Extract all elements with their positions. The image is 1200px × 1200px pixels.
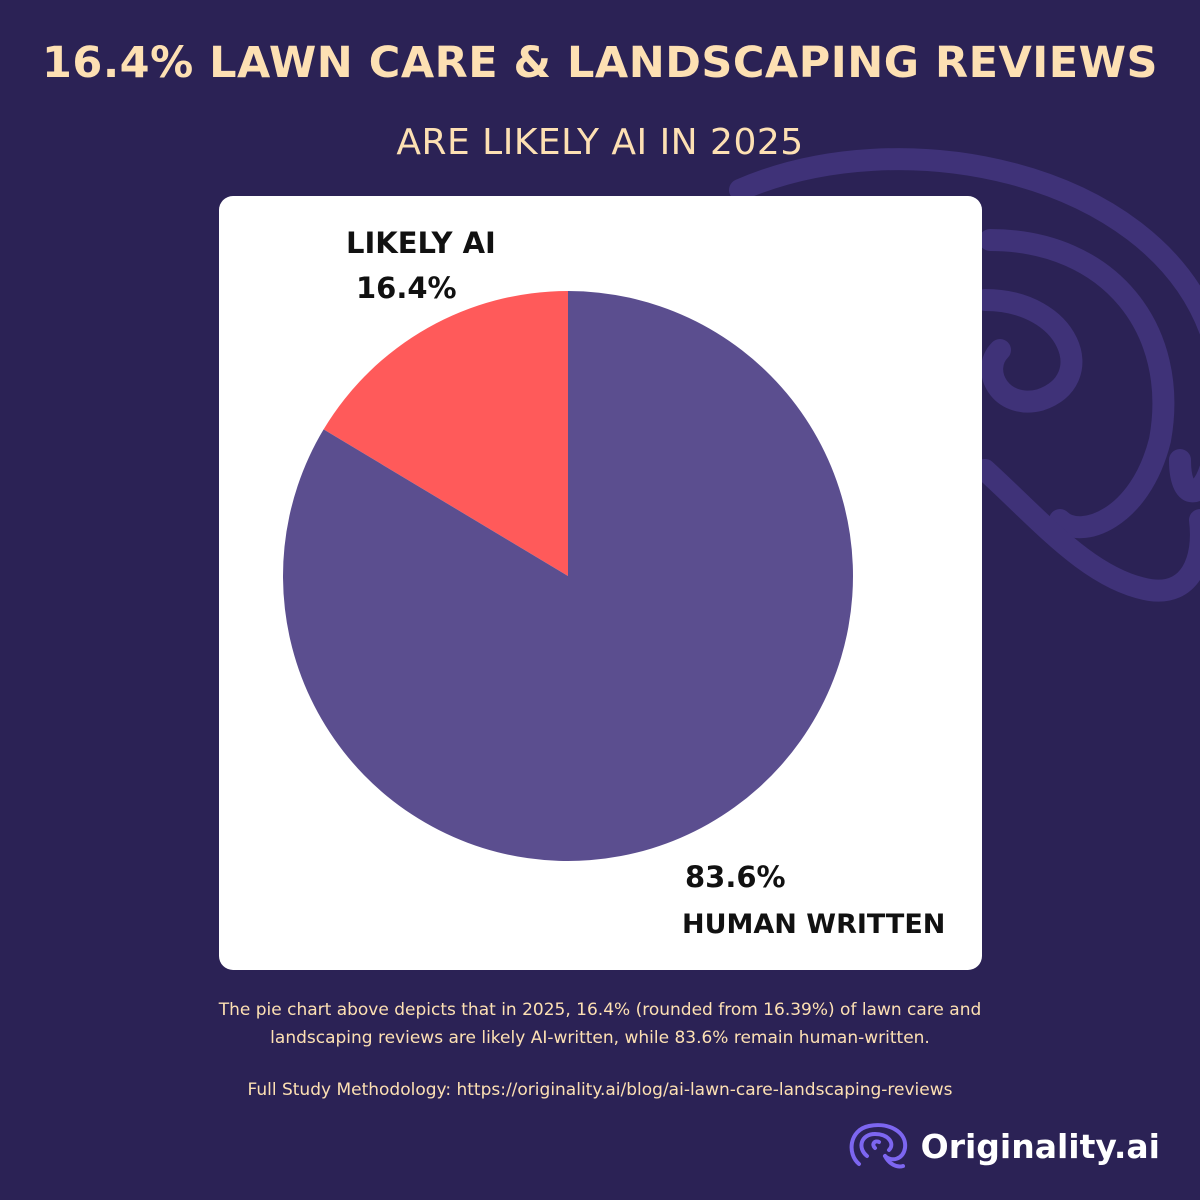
pie-slice-likely-ai (323, 291, 568, 576)
caption-line-2: landscaping reviews are likely AI-writte… (270, 1028, 930, 1048)
brain-logo-icon (849, 1123, 907, 1169)
slice-label-human-written: HUMAN WRITTEN (682, 909, 946, 940)
pie-slice-human-written (282, 291, 853, 861)
caption-line-1: The pie chart above depicts that in 2025… (218, 1000, 982, 1020)
page-title: 16.4% LAWN CARE & LANDSCAPING REVIEWS (41, 38, 1158, 88)
slice-value-likely-ai: 16.4% (356, 271, 457, 305)
chart-card: LIKELY AI 16.4% 83.6% HUMAN WRITTEN (219, 196, 982, 970)
slice-label-likely-ai: LIKELY AI (346, 226, 496, 260)
brand-name: Originality.ai (920, 1126, 1160, 1166)
brand-logo: Originality.ai (845, 1118, 1160, 1174)
pie-chart (282, 291, 853, 861)
slice-value-human-written: 83.6% (685, 860, 786, 894)
methodology-link[interactable]: Full Study Methodology: https://original… (247, 1080, 953, 1100)
chart-caption: The pie chart above depicts that in 2025… (0, 996, 1200, 1052)
page-subtitle: ARE LIKELY AI IN 2025 (396, 122, 804, 163)
